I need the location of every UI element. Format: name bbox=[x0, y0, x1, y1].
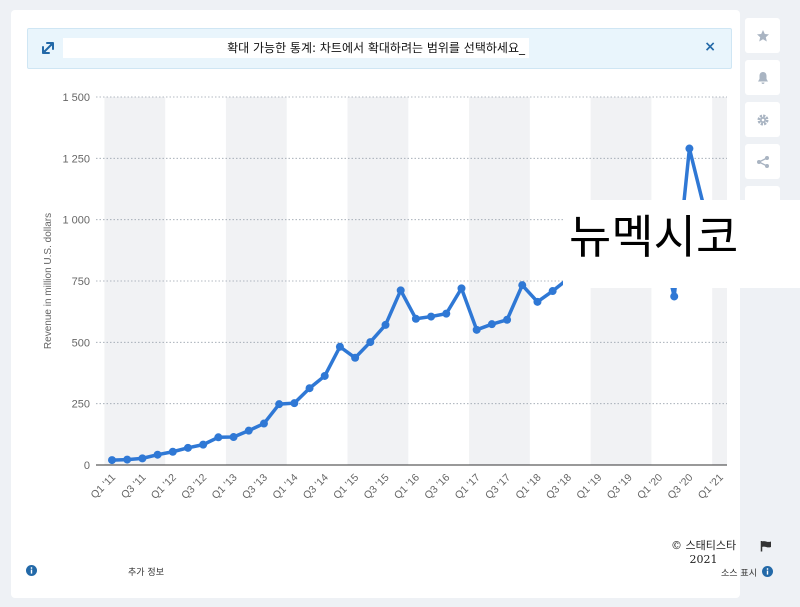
x-tick-label: Q3 '12 bbox=[179, 472, 209, 502]
info-icon[interactable] bbox=[762, 566, 773, 577]
zoom-banner: 확대 가능한 통계: 차트에서 확대하려는 범위를 선택하세요_ × bbox=[27, 28, 732, 69]
data-point bbox=[457, 284, 466, 293]
zoom-hint-text: 확대 가능한 통계: 차트에서 확대하려는 범위를 선택하세요_ bbox=[63, 38, 529, 58]
x-tick-label: Q3 '16 bbox=[422, 472, 452, 502]
copyright[interactable]: © 스태티스타 2021 bbox=[671, 539, 736, 567]
x-tick-label: Q3 '14 bbox=[301, 472, 331, 502]
favorite-button[interactable] bbox=[745, 18, 780, 53]
data-point bbox=[503, 315, 512, 324]
copyright-owner: © 스태티스타 bbox=[671, 539, 737, 552]
data-point bbox=[259, 419, 268, 428]
data-point bbox=[533, 297, 542, 306]
data-point bbox=[442, 309, 451, 318]
data-point bbox=[396, 286, 405, 295]
share-button[interactable] bbox=[745, 144, 780, 179]
x-tick-label: Q3 '18 bbox=[544, 472, 574, 502]
expand-icon[interactable] bbox=[41, 41, 55, 55]
data-point bbox=[153, 450, 162, 459]
overlay-region-label: 뉴멕시코 bbox=[563, 200, 800, 288]
data-point bbox=[472, 325, 481, 334]
gridlines bbox=[96, 96, 727, 405]
data-point bbox=[123, 455, 132, 464]
x-tick-label: Q3 '15 bbox=[362, 472, 392, 502]
y-tick-label: 1 000 bbox=[62, 215, 90, 227]
data-point bbox=[199, 440, 208, 449]
data-point bbox=[381, 320, 390, 329]
bell-icon bbox=[757, 71, 768, 84]
x-tick-label: Q3 '11 bbox=[119, 472, 149, 502]
data-point bbox=[108, 456, 116, 465]
gear-icon bbox=[757, 114, 768, 125]
y-tick-label: 250 bbox=[72, 399, 90, 411]
x-tick-label: Q3 '20 bbox=[665, 472, 695, 502]
data-point bbox=[244, 426, 253, 435]
x-tick-label: Q1 '16 bbox=[392, 472, 422, 502]
info-icon[interactable] bbox=[26, 565, 37, 576]
data-point bbox=[320, 371, 329, 380]
data-point bbox=[518, 281, 527, 290]
data-point bbox=[351, 353, 360, 362]
x-tick-label: Q1 '14 bbox=[270, 472, 300, 502]
data-point bbox=[214, 433, 223, 442]
data-point bbox=[366, 338, 375, 347]
x-tick-label: Q1 '18 bbox=[513, 472, 543, 502]
year-band bbox=[347, 97, 409, 465]
y-tick-label: 750 bbox=[72, 276, 90, 288]
x-tick-label: Q1 '11 bbox=[89, 472, 119, 502]
data-point bbox=[168, 447, 177, 456]
x-tick-label: Q1 '13 bbox=[210, 472, 240, 502]
close-icon[interactable]: × bbox=[704, 39, 716, 55]
y-tick-label: 1 500 bbox=[62, 92, 90, 104]
data-point bbox=[411, 314, 420, 323]
data-point bbox=[229, 433, 238, 442]
data-point bbox=[305, 384, 314, 393]
x-tick-label: Q1 '17 bbox=[453, 472, 483, 502]
copyright-year: 2021 bbox=[689, 553, 718, 566]
x-tick-label: Q3 '19 bbox=[605, 472, 635, 502]
data-point bbox=[487, 320, 496, 329]
star-icon bbox=[756, 29, 769, 41]
x-tick-label: Q1 '21 bbox=[696, 472, 726, 502]
y-tick-labels: 0 250 500 750 1 000 1 250 1 500 bbox=[62, 92, 90, 472]
y-tick-label: 1 250 bbox=[62, 153, 90, 165]
data-point bbox=[685, 144, 694, 153]
y-tick-label: 0 bbox=[84, 460, 90, 472]
notification-button[interactable] bbox=[745, 60, 780, 95]
x-tick-label: Q1 '19 bbox=[574, 472, 604, 502]
x-tick-label: Q1 '20 bbox=[635, 472, 665, 502]
data-point bbox=[335, 342, 344, 351]
data-point bbox=[138, 454, 147, 463]
year-band bbox=[225, 97, 287, 465]
data-point bbox=[183, 443, 192, 452]
x-tick-label: Q3 '17 bbox=[483, 472, 513, 502]
x-tick-labels: Q1 '11 Q3 '11 Q1 '12 Q3 '12 Q1 '13 Q3 '13 Q1 '… bbox=[89, 472, 727, 502]
y-tick-label: 500 bbox=[72, 337, 90, 349]
data-point bbox=[427, 312, 436, 321]
x-tick-label: Q3 '13 bbox=[240, 472, 270, 502]
data-point bbox=[670, 292, 679, 301]
data-point bbox=[290, 399, 299, 408]
y-axis-label: Revenue in million U.S. dollars bbox=[43, 213, 54, 349]
more-info-link[interactable]: 추가 정보 bbox=[128, 568, 164, 578]
data-point bbox=[275, 400, 284, 409]
flag-icon[interactable] bbox=[760, 540, 772, 552]
x-tick-label: Q1 '15 bbox=[331, 472, 361, 502]
share-icon bbox=[756, 155, 769, 168]
x-tick-label: Q1 '12 bbox=[149, 472, 179, 502]
data-point bbox=[548, 287, 557, 296]
settings-button[interactable] bbox=[745, 102, 780, 137]
show-source-link[interactable]: 소스 표시 bbox=[721, 569, 757, 579]
